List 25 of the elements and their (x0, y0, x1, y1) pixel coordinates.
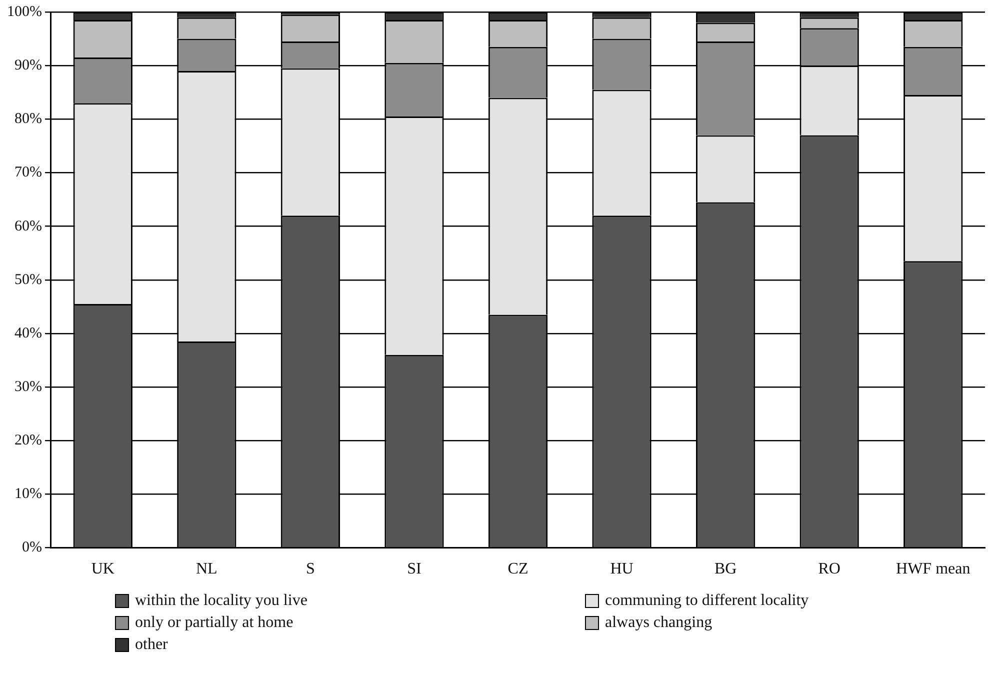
x-tick-label: SI (407, 560, 422, 578)
x-tick-label: RO (818, 560, 840, 578)
y-tick-label: 40% (14, 325, 42, 342)
x-tick-label: NL (196, 560, 218, 578)
y-tick-label: 50% (14, 272, 42, 288)
y-tick-label: 70% (14, 164, 42, 181)
x-tick-label: S (306, 560, 315, 578)
legend-label: only or partially at home (135, 614, 294, 632)
y-tick-label: 30% (14, 378, 42, 395)
x-tick-label: HU (610, 560, 634, 578)
x-tick-label: BG (714, 560, 738, 578)
y-tick-label: 100% (6, 4, 42, 20)
y-tick-label: 10% (14, 486, 42, 502)
legend-label: always changing (605, 614, 712, 632)
x-tick-label: HWF mean (896, 560, 970, 578)
legend-label: within the locality you live (135, 592, 308, 610)
legend-label: communing to different locality (605, 592, 809, 610)
legend-label: other (135, 636, 168, 654)
y-tick-label: 60% (14, 218, 42, 234)
y-tick-label: 80% (14, 111, 42, 128)
x-tick-label: CZ (508, 560, 528, 578)
y-tick-label: 20% (14, 432, 42, 449)
y-tick-label: 90% (14, 58, 42, 74)
y-tick-label: 0% (22, 540, 42, 556)
x-tick-label: UK (91, 560, 115, 578)
